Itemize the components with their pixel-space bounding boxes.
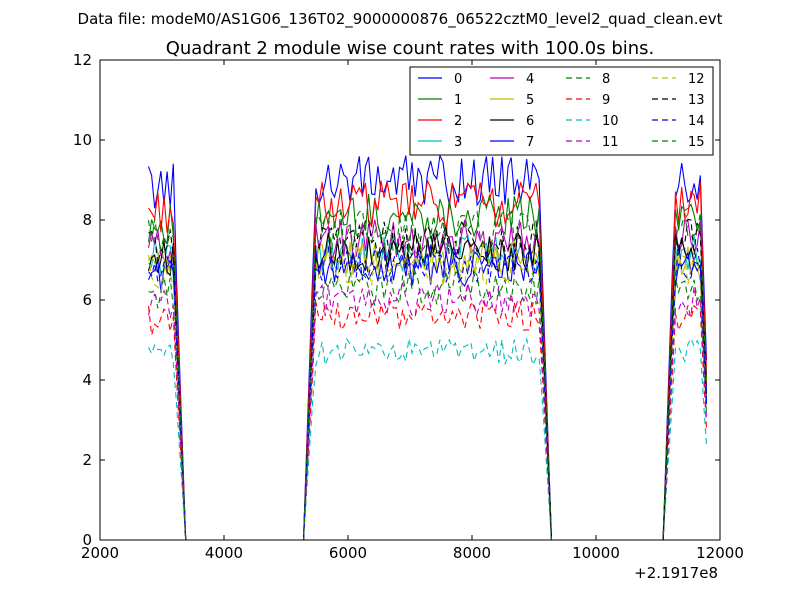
x-tick-label: 10000 [572,544,620,562]
y-tick-label: 2 [82,451,92,469]
legend-label: 11 [602,135,619,150]
series-line-module-4 [147,218,708,541]
legend-label: 9 [602,93,610,108]
legend-label: 5 [526,93,534,108]
chart-title: Quadrant 2 module wise count rates with … [166,38,655,59]
legend-frame [409,66,714,156]
x-axis: 2000 4000 6000 8000 10000 12000 [81,60,744,562]
legend-entry: 12 [652,72,705,87]
y-tick-label: 4 [82,371,92,389]
legend-label: 7 [526,135,534,150]
x-tick-label: 8000 [453,544,491,562]
legend-label: 14 [688,114,705,129]
legend-label: 8 [602,72,610,87]
legend-entry: 5 [490,93,534,108]
series-line-module-9 [147,299,708,541]
legend-label: 4 [526,72,534,87]
legend-label: 13 [688,93,705,108]
legend-entry: 7 [490,135,534,150]
x-tick-label: 4000 [205,544,243,562]
y-tick-label: 12 [73,51,92,69]
legend-entry: 8 [566,72,610,87]
y-tick-label: 10 [73,131,92,149]
y-tick-label: 0 [82,531,92,549]
legend-entry: 10 [566,114,619,129]
legend-entry: 11 [566,135,619,150]
legend-label: 3 [454,135,462,150]
series-line-module-2 [148,178,708,541]
legend-label: 0 [454,72,462,87]
x-tick-label: 2000 [81,544,119,562]
x-tick-label: 12000 [696,544,744,562]
legend-entry: 0 [418,72,462,87]
legend-label: 10 [602,114,619,129]
series-line-module-3 [148,233,708,541]
y-tick-label: 8 [82,211,92,229]
legend-entry: 2 [418,114,462,129]
legend-label: 1 [454,93,462,108]
series-line-module-5 [148,241,708,541]
series-line-module-11 [147,281,708,541]
series-line-module-6 [147,230,708,541]
legend-label: 15 [688,135,705,150]
legend-entry: 14 [652,114,705,129]
legend-entry: 15 [652,135,705,150]
series-layer [147,153,708,541]
series-line-module-15 [147,209,708,541]
legend-label: 6 [526,114,534,129]
legend-entry: 9 [566,93,610,108]
legend-label: 12 [688,72,705,87]
series-line-module-10 [148,337,708,541]
legend-entry: 6 [490,114,534,129]
legend-entry: 3 [418,135,462,150]
series-line-module-14 [148,244,708,541]
series-line-module-13 [148,218,708,541]
legend-entry: 13 [652,93,705,108]
chart-suptitle: Data file: modeM0/AS1G06_136T02_90000008… [78,10,723,29]
x-offset-label: +2.1917e8 [634,564,718,582]
series-line-module-8 [148,269,708,541]
x-tick-label: 6000 [329,544,367,562]
y-tick-label: 6 [82,291,92,309]
legend-entry: 1 [418,93,462,108]
legend-entry: 4 [490,72,534,87]
legend-label: 2 [454,114,462,129]
